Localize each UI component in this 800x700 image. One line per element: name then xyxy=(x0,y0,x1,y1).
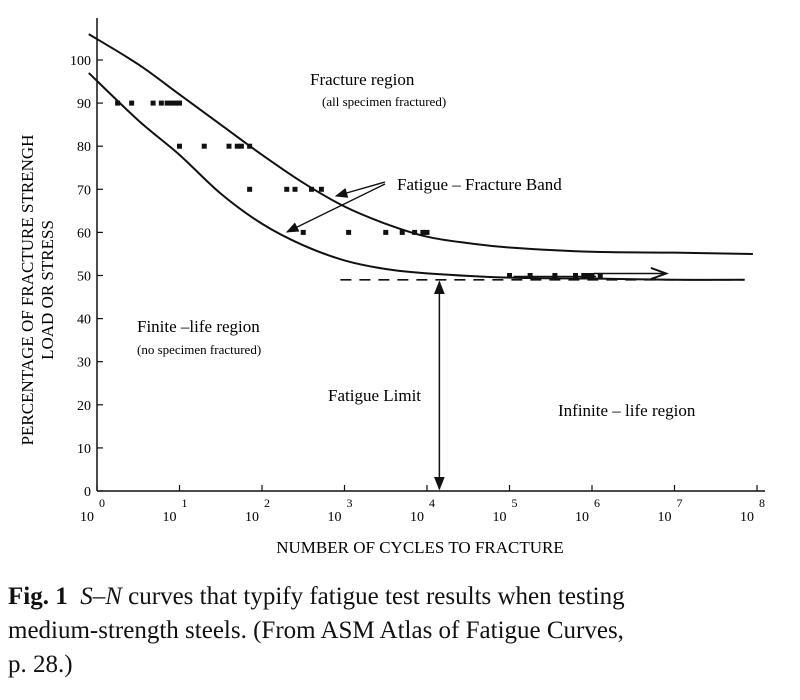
x-axis-label: NUMBER OF CYCLES TO FRACTURE xyxy=(276,538,563,557)
data-point xyxy=(201,143,207,149)
y-tick-label: 30 xyxy=(77,356,91,371)
data-point xyxy=(589,273,595,278)
curves xyxy=(88,33,753,281)
x-tick-exponent: 4 xyxy=(429,496,435,510)
annotation-infinite-region: Infinite – life region xyxy=(558,401,696,420)
x-tick-exponent: 8 xyxy=(759,496,765,510)
figure-caption: Fig. 1 S–N curves that typify fatigue te… xyxy=(8,580,788,682)
data-point xyxy=(309,186,314,192)
caption-line-1: Fig. 1 S–N curves that typify fatigue te… xyxy=(8,580,788,614)
data-point xyxy=(226,143,232,149)
x-tick-base: 10 xyxy=(410,510,424,525)
x-tick-exponent: 7 xyxy=(677,496,683,510)
x-tick-exponent: 3 xyxy=(347,496,353,510)
y-tick-label: 70 xyxy=(77,183,91,198)
x-tick-exponent: 0 xyxy=(99,496,105,510)
y-tick-label: 60 xyxy=(77,226,91,241)
y-tick-label: 20 xyxy=(77,399,91,414)
y-tick-label: 0 xyxy=(84,485,91,500)
y-axis-label: PERCENTAGE OF FRACTURE STRENGH LOAD OR S… xyxy=(18,135,57,446)
data-point xyxy=(383,229,389,235)
caption-label: Fig. 1 xyxy=(8,583,68,610)
x-tick-base: 10 xyxy=(163,510,177,525)
lower-curve xyxy=(88,72,745,281)
caption-line-2: medium-strength steels. (From ASM Atlas … xyxy=(8,617,624,644)
data-point xyxy=(412,229,418,235)
y-tick-label: 90 xyxy=(77,97,91,112)
y-tick-label: 80 xyxy=(77,140,91,155)
chart-axes xyxy=(96,18,765,492)
data-point xyxy=(552,273,558,278)
x-tick-exponent: 1 xyxy=(182,496,188,510)
data-point xyxy=(597,273,603,278)
data-point xyxy=(585,273,591,278)
data-point xyxy=(284,186,290,192)
data-point xyxy=(420,229,426,235)
data-point xyxy=(318,186,324,192)
x-tick-base: 10 xyxy=(245,510,259,525)
x-tick-base: 10 xyxy=(575,510,589,525)
data-point xyxy=(573,273,578,278)
data-point xyxy=(115,100,121,106)
upper-curve xyxy=(88,33,753,255)
data-point xyxy=(247,186,253,192)
x-tick-exponent: 5 xyxy=(512,496,518,510)
y-tick-label: 10 xyxy=(77,442,91,457)
x-tick-base: 10 xyxy=(658,510,672,525)
annotations xyxy=(285,181,666,491)
x-tick-exponent: 2 xyxy=(264,496,270,510)
annotation-finite-region-note: (no specimen fractured) xyxy=(137,342,261,357)
data-point xyxy=(177,100,182,106)
y-tick-label: 100 xyxy=(70,54,91,69)
data-point xyxy=(247,143,253,149)
annotation-fracture-region: Fracture region xyxy=(310,70,415,89)
y-axis-label-line2: LOAD OR STRESS xyxy=(38,220,57,360)
data-point xyxy=(507,273,512,278)
data-point xyxy=(527,273,533,278)
band-arrow-upper xyxy=(334,181,386,198)
tick-labels: 0102030405060708090100100101102103104105… xyxy=(70,54,765,525)
caption-line-3: p. 28.) xyxy=(8,651,73,678)
data-point xyxy=(158,100,164,106)
data-point xyxy=(238,143,244,149)
annotation-fatigue-band: Fatigue – Fracture Band xyxy=(397,175,562,194)
data-point xyxy=(129,100,135,106)
x-tick-exponent: 6 xyxy=(594,496,600,510)
caption-sn: S–N xyxy=(80,583,122,610)
caption-text-1: curves that typify fatigue test results … xyxy=(121,583,625,610)
annotation-finite-region: Finite –life region xyxy=(137,317,260,336)
x-tick-base: 10 xyxy=(80,510,94,525)
data-point xyxy=(177,143,182,149)
x-tick-base: 10 xyxy=(328,510,342,525)
annotation-fracture-region-note: (all specimen fractured) xyxy=(322,94,446,109)
x-tick-base: 10 xyxy=(740,510,754,525)
data-point xyxy=(164,100,170,106)
data-point xyxy=(581,273,587,278)
data-points xyxy=(115,100,603,278)
data-point xyxy=(234,143,240,149)
y-axis-label-line1: PERCENTAGE OF FRACTURE STRENGH xyxy=(18,135,37,446)
data-point xyxy=(150,100,156,106)
data-point xyxy=(346,229,352,235)
annotation-fatigue-limit: Fatigue Limit xyxy=(328,386,421,405)
data-point xyxy=(168,100,174,106)
data-point xyxy=(399,229,405,235)
x-tick-base: 10 xyxy=(493,510,507,525)
data-point xyxy=(300,229,306,235)
y-tick-label: 40 xyxy=(77,313,91,328)
sn-chart: 0102030405060708090100100101102103104105… xyxy=(18,18,765,557)
band-arrow-lower xyxy=(285,183,386,233)
data-point xyxy=(172,100,178,106)
data-point xyxy=(292,186,298,192)
data-point xyxy=(424,229,430,235)
y-tick-label: 50 xyxy=(77,270,91,285)
